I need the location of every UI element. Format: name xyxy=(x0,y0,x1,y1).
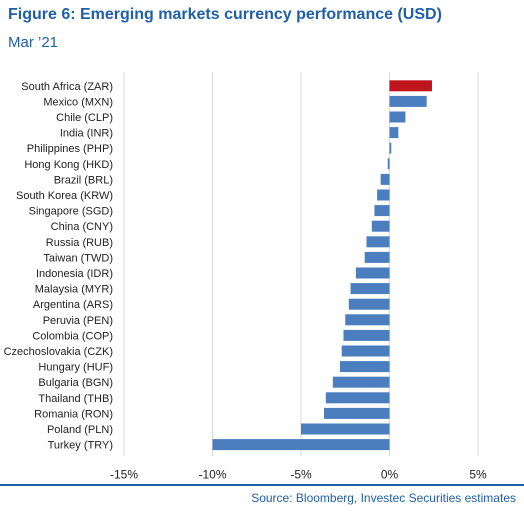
category-label: Philippines (PHP) xyxy=(27,143,113,155)
bar-south-africa-zar xyxy=(389,80,432,92)
bar-czechoslovakia-czk xyxy=(341,345,390,357)
x-tick-label: 0% xyxy=(381,467,399,480)
x-tick-label: -5% xyxy=(290,467,312,480)
bar-china-cny xyxy=(371,220,390,232)
category-label: Brazil (BRL) xyxy=(54,174,113,186)
bar-malaysia-myr xyxy=(350,283,390,295)
x-tick-label: -15% xyxy=(110,467,138,480)
category-label: Thailand (THB) xyxy=(38,393,113,405)
bar-hong-kong-hkd xyxy=(387,158,390,170)
bar-brazil-brl xyxy=(380,173,390,185)
category-label: Taiwan (TWD) xyxy=(43,252,113,264)
category-label: Peruvia (PEN) xyxy=(43,315,113,327)
chart-title: Figure 6: Emerging markets currency perf… xyxy=(8,6,442,23)
category-label: Hungary (HUF) xyxy=(38,362,113,374)
category-label: South Africa (ZAR) xyxy=(21,81,113,93)
bar-chile-clp xyxy=(389,111,406,123)
x-tick-label: 5% xyxy=(469,467,487,480)
footer-divider xyxy=(0,484,524,486)
category-label: Singapore (SGD) xyxy=(29,206,113,218)
category-label: Malaysia (MYR) xyxy=(35,284,113,296)
chart-subtitle: Mar ’21 xyxy=(8,34,59,51)
bar-argentina-ars xyxy=(348,298,390,310)
bar-thailand-thb xyxy=(325,392,390,404)
bar-poland-pln xyxy=(301,423,390,435)
category-label: China (CNY) xyxy=(51,221,113,233)
category-label: Chile (CLP) xyxy=(56,112,113,124)
category-label: Poland (PLN) xyxy=(47,424,113,436)
bars xyxy=(212,80,432,451)
category-label: South Korea (KRW) xyxy=(16,190,113,202)
category-label: Czechoslovakia (CZK) xyxy=(4,346,113,358)
bar-bulgaria-bgn xyxy=(332,376,390,388)
x-tick-label: -10% xyxy=(198,467,226,480)
category-label: Turkey (TRY) xyxy=(48,440,113,452)
category-label: Argentina (ARS) xyxy=(33,299,113,311)
bar-philippines-php xyxy=(389,142,392,154)
gridlines xyxy=(123,72,479,457)
bar-mexico-mxn xyxy=(389,95,427,107)
category-label: Colombia (COP) xyxy=(32,330,113,342)
bar-singapore-sgd xyxy=(374,205,390,217)
bar-indonesia-idr xyxy=(355,267,390,279)
category-label: Romania (RON) xyxy=(34,408,113,420)
category-label: Russia (RUB) xyxy=(46,237,113,249)
x-tick-labels: -15% -10% -5% 0% 5% xyxy=(110,467,487,480)
category-label: India (INR) xyxy=(60,128,113,140)
bar-south-korea-krw xyxy=(377,189,390,201)
category-label: Indonesia (IDR) xyxy=(36,268,113,280)
source-note: Source: Bloomberg, Investec Securities e… xyxy=(251,491,516,505)
category-labels: South Africa (ZAR) Mexico (MXN) Chile (CLP… xyxy=(4,81,113,452)
bar-india-inr xyxy=(389,127,399,139)
bar-hungary-huf xyxy=(339,361,390,373)
bar-peruvia-pen xyxy=(345,314,390,326)
category-label: Hong Kong (HKD) xyxy=(24,159,113,171)
category-label: Bulgaria (BGN) xyxy=(38,377,113,389)
bar-chart: South Africa (ZAR) Mexico (MXN) Chile (CLP… xyxy=(4,72,487,480)
bar-turkey-try xyxy=(212,439,390,451)
bar-colombia-cop xyxy=(343,329,390,341)
bar-romania-ron xyxy=(324,407,390,419)
category-label: Mexico (MXN) xyxy=(43,96,113,108)
bar-taiwan-twd xyxy=(364,251,390,263)
bar-russia-rub xyxy=(366,236,390,248)
